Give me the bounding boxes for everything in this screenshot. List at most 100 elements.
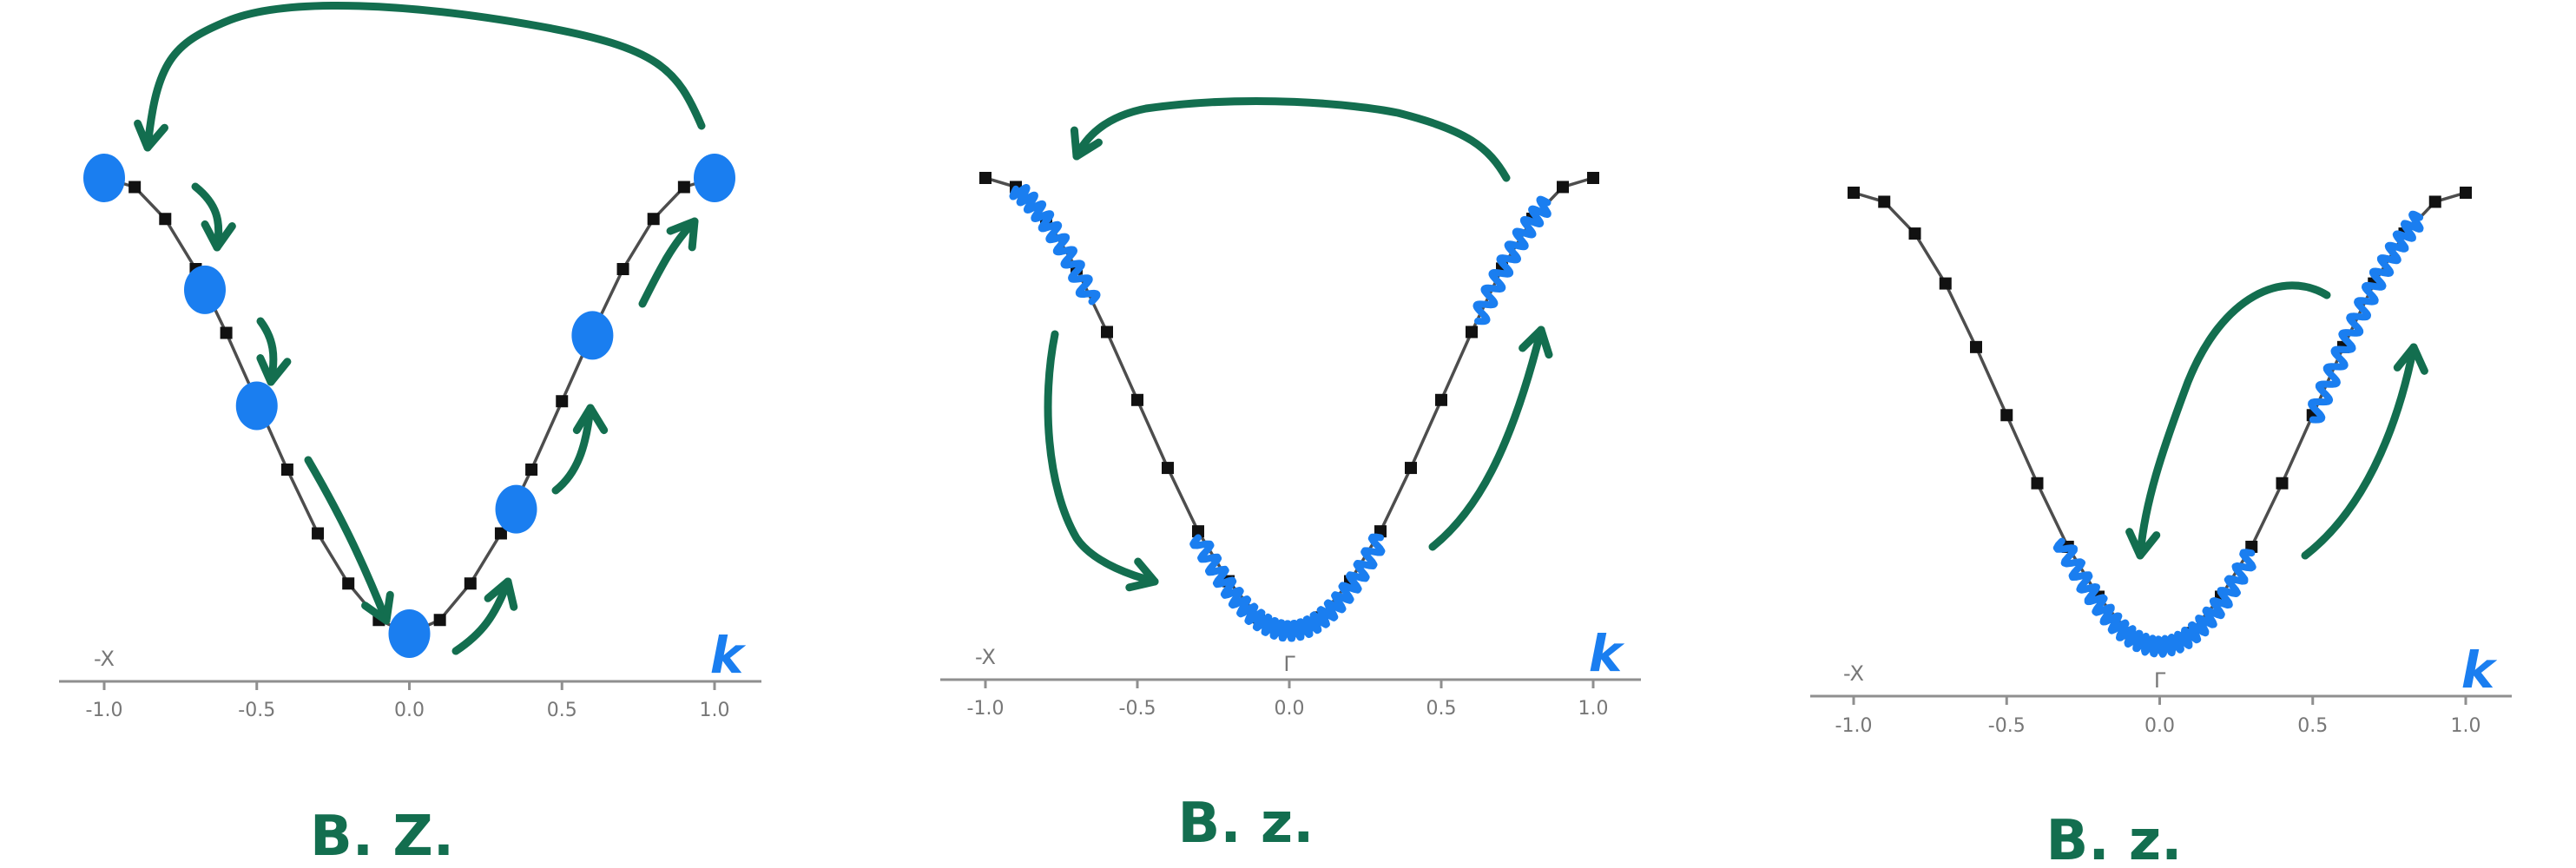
- x-tick-label: -0.5: [1119, 698, 1156, 720]
- arrow-up-1: [451, 577, 512, 655]
- band-point: [1908, 227, 1921, 240]
- electron-dot: [571, 311, 614, 360]
- band-point: [1939, 277, 1952, 290]
- k-axis-label: k: [1589, 624, 1625, 683]
- band-point: [1970, 340, 1982, 353]
- band-point: [677, 181, 690, 194]
- band-point: [342, 577, 355, 590]
- arrow-down: [2136, 281, 2331, 560]
- k-axis-label: k: [710, 626, 747, 685]
- umklapp-arrow-head: [1070, 126, 1103, 161]
- electron-dot: [388, 609, 431, 658]
- x-tick-label: 0.5: [1426, 698, 1457, 720]
- annotations: [1009, 97, 1553, 642]
- k-axis-label: k: [2461, 641, 2498, 700]
- electron-dot: [83, 154, 125, 202]
- x-tick-label: 1.0: [1578, 698, 1609, 720]
- wave-packet: [2308, 210, 2424, 424]
- band-point: [1435, 393, 1447, 406]
- band-point: [525, 464, 538, 476]
- arrow-up: [1428, 326, 1545, 551]
- band-point: [464, 577, 477, 590]
- band-point: [1131, 393, 1143, 406]
- arrow-up-2-head: [572, 404, 609, 435]
- electron-dot: [495, 484, 537, 534]
- x-tick-label: 1.0: [700, 700, 730, 721]
- end-label-minus-x: -X: [975, 645, 996, 669]
- band-point: [494, 527, 507, 540]
- band-point: [556, 395, 569, 408]
- wave-packet: [2052, 537, 2256, 658]
- end-label-minus-x: -X: [1843, 661, 1864, 686]
- x-tick-label: 0.0: [2144, 715, 2175, 737]
- x-tick-label: -1.0: [1835, 715, 1873, 737]
- band-curve: [98, 172, 721, 640]
- arrow-down-head: [2125, 528, 2161, 560]
- arrow-up-head: [2393, 343, 2428, 375]
- annotations: [83, 2, 735, 658]
- panel-1: -1.0 -0.5 0.0 0.5 1.0 -X k B. Z.: [59, 2, 761, 868]
- arrow-up-3: [638, 217, 699, 308]
- band-point: [979, 172, 992, 184]
- band-point: [616, 263, 629, 275]
- band-point: [280, 464, 293, 476]
- band-point: [128, 181, 142, 194]
- band-point: [312, 527, 325, 540]
- band-point: [220, 326, 233, 339]
- arrow-up-2: [551, 404, 595, 495]
- band-point: [1878, 195, 1891, 208]
- x-axis: -1.0 -0.5 0.0 0.5 1.0 -X k: [59, 626, 761, 721]
- bz-label: B. Z.: [310, 805, 454, 868]
- electron-dot: [694, 154, 735, 202]
- annotations: [2052, 210, 2428, 658]
- arrow-up: [2301, 343, 2418, 560]
- gamma-label: Γ: [1283, 652, 1295, 676]
- wave-packet: [1189, 533, 1386, 642]
- wave-packet: [1472, 195, 1552, 326]
- band-point: [1557, 181, 1569, 194]
- band-point: [1466, 326, 1478, 339]
- arrow-down-head: [1125, 557, 1159, 592]
- band-point: [2031, 477, 2044, 490]
- x-tick-label: 1.0: [2451, 715, 2481, 737]
- arrow-down-2-head: [256, 354, 292, 386]
- band-line: [985, 176, 1594, 633]
- band-line: [103, 176, 715, 635]
- band-point: [1162, 462, 1174, 475]
- umklapp-arrow: [143, 2, 706, 152]
- umklapp-arrow-head: [134, 119, 169, 152]
- band-point: [1587, 172, 1599, 184]
- electron-dot: [235, 381, 278, 431]
- umklapp-arrow: [1072, 97, 1511, 182]
- band-line: [1853, 191, 2467, 648]
- gamma-label: Γ: [2154, 668, 2166, 693]
- electron-dot: [183, 265, 226, 314]
- band-point: [433, 614, 446, 627]
- band-point: [1101, 326, 1113, 339]
- bz-label: B. z.: [2046, 809, 2183, 868]
- arrow-down-3-head: [361, 590, 394, 625]
- arrow-up-head: [1519, 326, 1553, 359]
- x-tick-label: -0.5: [238, 700, 275, 721]
- band-point: [1405, 462, 1417, 475]
- wave-packet: [1009, 184, 1101, 306]
- end-label-minus-x: -X: [94, 647, 115, 671]
- arrow-up-1-head: [484, 577, 518, 611]
- band-point: [159, 213, 172, 226]
- arrow-down: [1044, 330, 1159, 586]
- band-point: [2276, 477, 2289, 490]
- arrow-up-3-head: [666, 217, 699, 252]
- x-tick-label: 0.0: [1275, 698, 1305, 720]
- band-point: [2000, 409, 2013, 422]
- arrow-down-3: [304, 456, 391, 625]
- x-tick-label: -1.0: [86, 700, 123, 721]
- band-point: [2460, 187, 2472, 199]
- band-point: [647, 213, 660, 226]
- x-tick-label: -0.5: [1988, 715, 2026, 737]
- arrow-down-1-head: [201, 220, 236, 252]
